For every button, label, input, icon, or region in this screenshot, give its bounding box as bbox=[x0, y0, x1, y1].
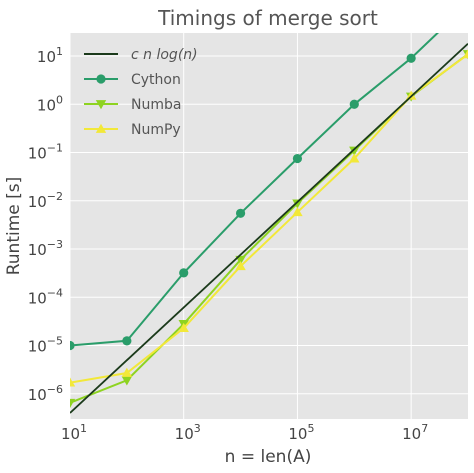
axis-ticks: 101 103 105 107 101 100 10−1 10−2 10−3 10−4 10−5 10… bbox=[28, 45, 429, 443]
data-point-numba bbox=[121, 376, 133, 386]
data-point-numba bbox=[349, 146, 360, 156]
legend-swatch-marker bbox=[95, 100, 107, 110]
y-tick-label: 10−1 bbox=[28, 142, 63, 163]
y-tick-label: 101 bbox=[37, 45, 63, 66]
series-line-cython bbox=[70, 33, 440, 347]
data-point-numpy bbox=[292, 206, 303, 217]
series-cython bbox=[70, 0, 472, 351]
x-tick-label: 105 bbox=[288, 422, 314, 443]
data-point-numpy bbox=[178, 322, 189, 332]
data-point-numba bbox=[292, 199, 303, 209]
legend-label: Cython bbox=[131, 72, 181, 88]
x-tick-label: 103 bbox=[175, 422, 201, 443]
x-axis-label: n = len(A) bbox=[225, 447, 312, 467]
data-point-numpy bbox=[462, 49, 468, 59]
data-point-numpy bbox=[349, 153, 360, 163]
data-point-numpy bbox=[235, 261, 246, 271]
x-tick-label: 107 bbox=[402, 422, 428, 443]
y-tick-label: 10−4 bbox=[28, 286, 63, 307]
data-point-cython bbox=[122, 336, 132, 346]
data-point-cython bbox=[349, 99, 359, 109]
data-point-cython bbox=[235, 208, 246, 218]
data-point-cython bbox=[179, 268, 189, 278]
legend-item: Cython bbox=[84, 72, 181, 88]
y-tick-label: 10−5 bbox=[28, 335, 63, 356]
legend-item: NumPy bbox=[84, 122, 181, 138]
data-point-cython bbox=[406, 53, 416, 63]
chart-title: Timings of merge sort bbox=[157, 6, 378, 30]
y-axis-label: Runtime [s] bbox=[4, 177, 24, 276]
series-layer bbox=[70, 0, 472, 414]
plot-area bbox=[70, 0, 472, 414]
data-point-numpy bbox=[121, 367, 133, 377]
legend: c n log(n) Cython Numba NumPy bbox=[84, 47, 198, 138]
reference-line bbox=[70, 43, 468, 414]
legend-label: c n log(n) bbox=[131, 47, 198, 63]
y-tick-label: 100 bbox=[37, 93, 63, 114]
data-point-numba bbox=[70, 398, 76, 408]
data-point-numpy bbox=[70, 377, 76, 387]
x-tick-label: 101 bbox=[61, 422, 87, 443]
legend-swatch-marker bbox=[95, 123, 107, 133]
data-point-cython bbox=[463, 0, 472, 9]
plot-background bbox=[70, 33, 468, 419]
legend-item: c n log(n) bbox=[84, 47, 198, 63]
data-point-cython bbox=[70, 340, 75, 351]
data-point-cython bbox=[292, 153, 303, 164]
legend-label: Numba bbox=[131, 97, 181, 113]
legend-swatch-marker bbox=[96, 74, 106, 84]
y-tick-label: 10−6 bbox=[28, 383, 63, 404]
y-tick-label: 10−2 bbox=[28, 190, 63, 211]
y-tick-label: 10−3 bbox=[28, 238, 63, 259]
data-point-numpy bbox=[405, 90, 417, 100]
legend-label: NumPy bbox=[131, 122, 181, 138]
legend-item: Numba bbox=[84, 97, 181, 113]
grid bbox=[69, 33, 468, 419]
